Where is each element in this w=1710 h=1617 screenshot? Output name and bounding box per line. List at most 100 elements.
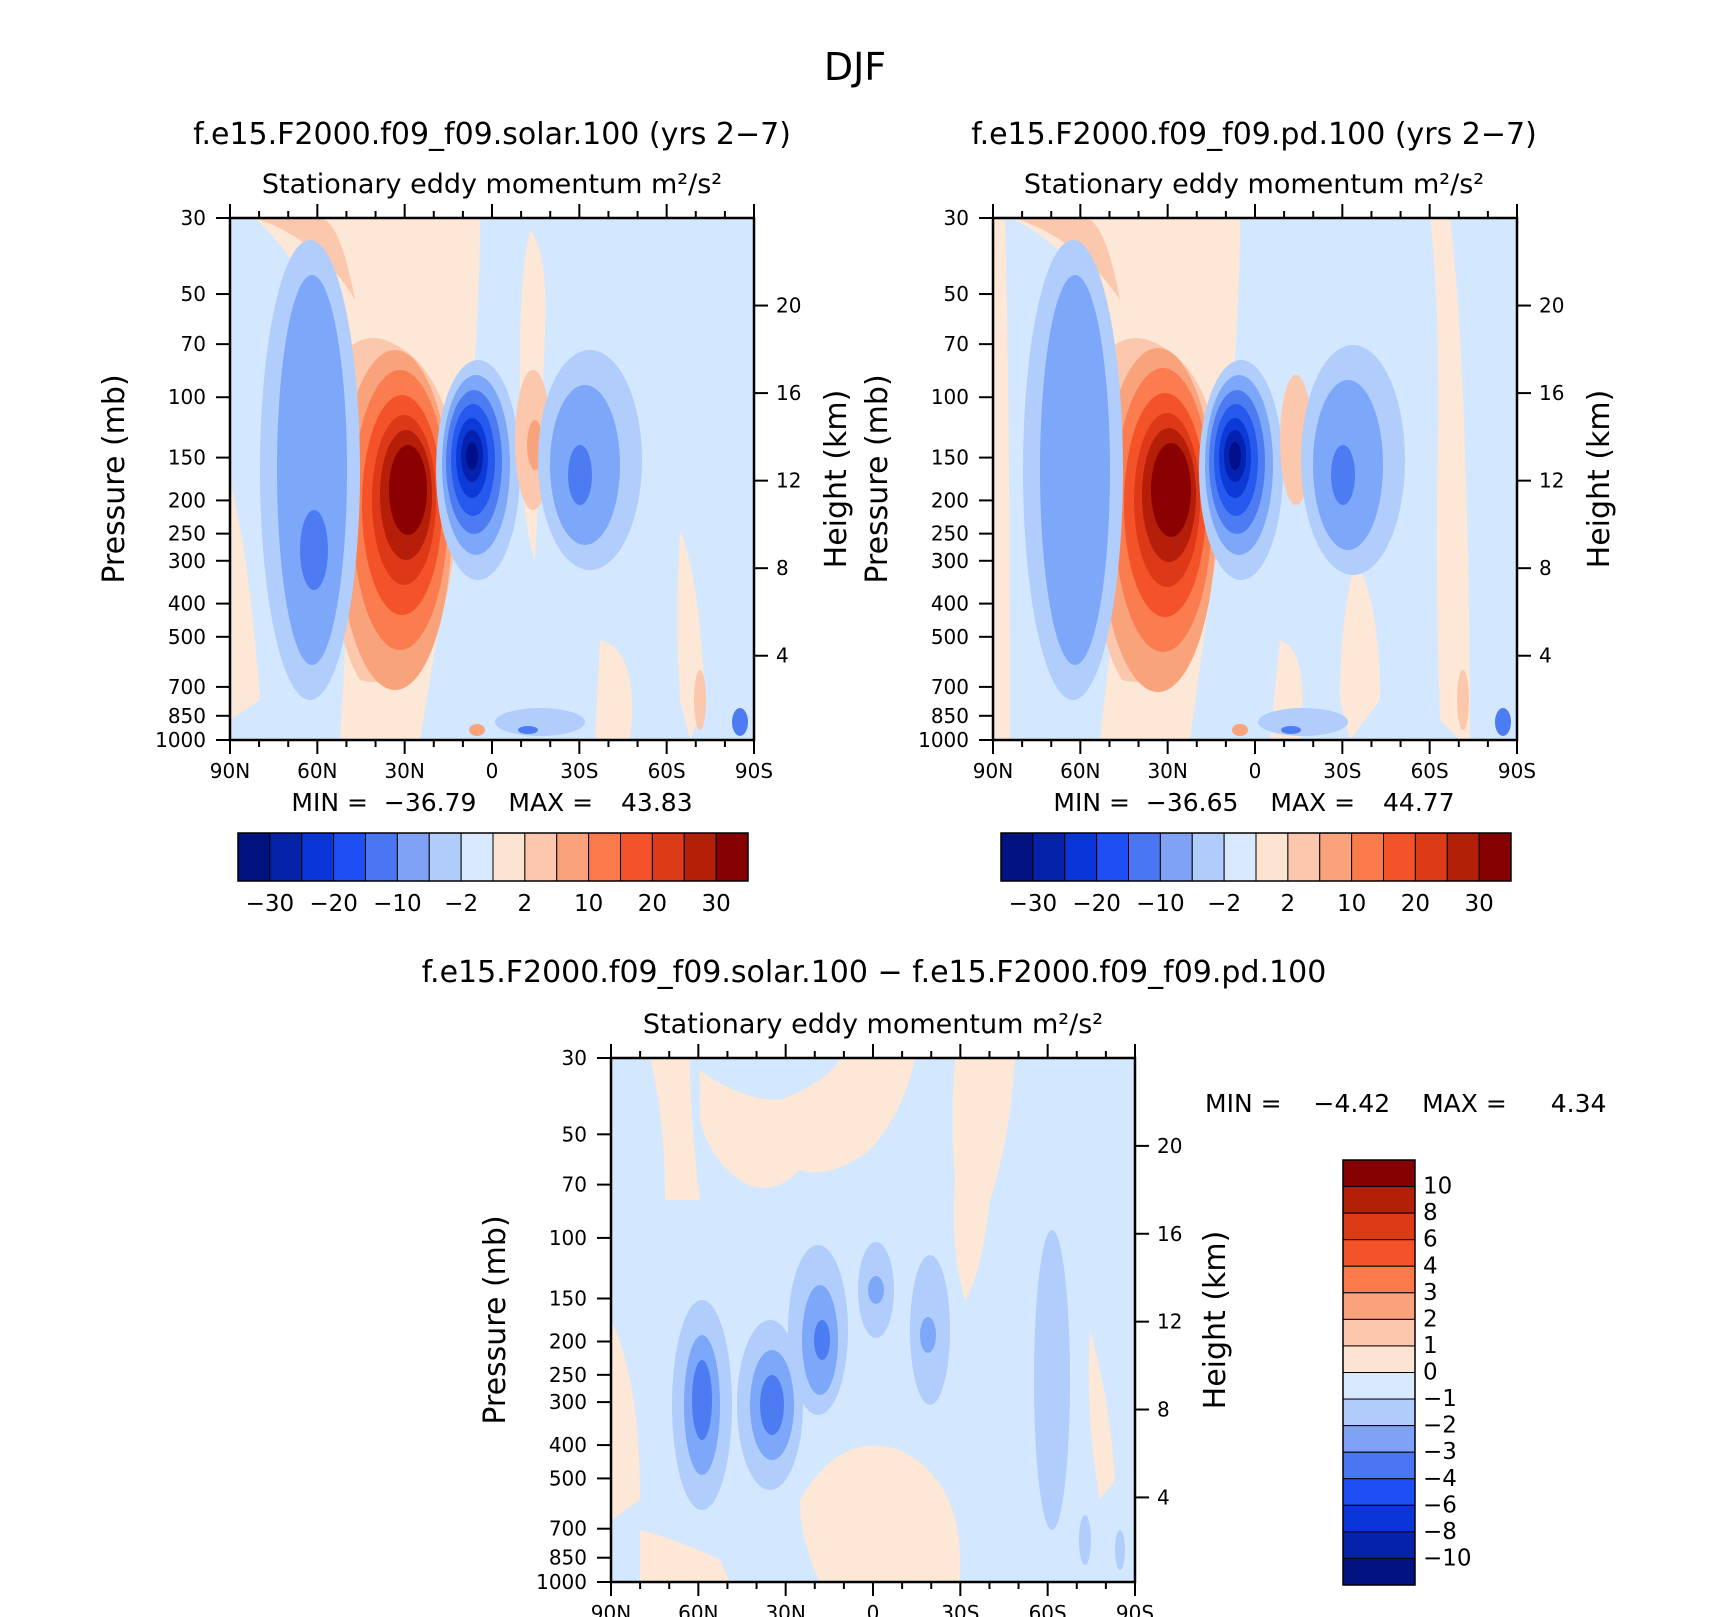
contour-positive-weak [595,640,632,740]
y-tick-label: 250 [931,522,969,546]
colorbar: −30 −20 −10 −2 2 10 20 30 [237,832,749,917]
colorbar-label: 2 [1423,1306,1438,1332]
min-label: MIN = [1205,1089,1282,1118]
colorbar-label: 30 [701,891,730,917]
y-tick-label: 100 [168,385,206,409]
contour-field [993,218,1517,740]
right-tick-label: 8 [776,556,789,580]
y-tick-label: 150 [931,446,969,470]
colorbar-label: −3 [1423,1439,1457,1465]
subtitle-units: m²/s² [1032,1009,1103,1040]
colorbar-box [396,832,430,882]
y-tick-label: 200 [931,488,969,512]
y-tick-label: 400 [168,592,206,616]
contour-negative-min [466,442,478,470]
contour-positive-weak [230,480,260,720]
colorbar-label: 20 [1401,891,1430,917]
y-tick-label: 1000 [918,728,969,752]
colorbar-box [460,832,494,882]
panel-difference: f.e15.F2000.f09_f09.solar.100 − f.e15.F2… [422,955,1607,1617]
colorbar-box [1342,1212,1416,1241]
colorbar-label: −2 [1423,1413,1457,1439]
contour-negative-15 [732,708,748,736]
colorbar-box [269,832,303,882]
x-tick-label: 60N [678,1601,718,1617]
panel-title: f.e15.F2000.f09_f09.solar.100 (yrs 2−7) [193,117,791,152]
y-tick-label: 1000 [155,728,206,752]
contour-positive-weak [640,1530,730,1582]
panel-subtitle: Stationary eddy momentum m²/s² [1024,169,1484,200]
colorbar-label: −30 [1009,891,1058,917]
y-tick-label: 250 [168,522,206,546]
x-tick-label: 90S [735,759,773,783]
min-value: −36.65 [1146,788,1239,817]
contour-positive-weak [800,1445,960,1582]
colorbar-box [428,832,462,882]
contour-positive-weak [993,218,1010,740]
x-tick-label: 60S [1411,759,1449,783]
max-value: 4.34 [1551,1089,1607,1118]
colorbar-label: −10 [1136,891,1185,917]
right-tick-label: 20 [1539,294,1564,318]
contour-negative-3 [692,1360,712,1440]
max-value: 43.83 [621,788,693,817]
right-tick-label: 12 [1539,469,1564,493]
colorbar-label: 1 [1423,1333,1438,1359]
colorbar-box [1191,832,1225,882]
colorbar-box [1342,1372,1416,1400]
right-axis-label: Height (km) [1582,390,1617,569]
colorbar-label: −2 [444,891,478,917]
y-tick-label: 30 [944,206,969,230]
contour-positive-max [1151,443,1191,537]
colorbar-label: −6 [1423,1492,1457,1518]
right-tick-label: 8 [1157,1398,1170,1422]
contour-negative-2 [495,708,585,736]
contour-positive-weak [952,1058,1015,1300]
colorbar-label: 2 [1281,891,1296,917]
y-tick-label: 500 [168,625,206,649]
contour-positive-2 [1457,670,1469,730]
y-tick-label: 1000 [536,1570,587,1594]
colorbar-box [1342,1159,1416,1188]
colorbar-box [1342,1425,1416,1453]
contour-negative-1 [1079,1515,1091,1565]
colorbar-box [301,832,335,882]
x-tick-label: 60S [1029,1601,1067,1617]
y-tick-label: 850 [549,1546,587,1570]
y-tick-label: 50 [181,282,206,306]
contour-negative-10 [1040,275,1110,665]
colorbar-box [1342,1186,1416,1214]
colorbar-box [1064,832,1098,882]
y-tick-label: 100 [549,1226,587,1250]
colorbar-box [651,832,685,882]
colorbar-box [1414,832,1448,882]
x-tick-label: 90S [1116,1601,1154,1617]
right-tick-label: 8 [1539,556,1552,580]
x-tick-label: 90N [210,759,250,783]
colorbar-label: −30 [246,891,295,917]
colorbar-box [1342,1239,1416,1267]
right-axis-label: Height (km) [1198,1231,1233,1410]
colorbar-box [1342,1345,1416,1373]
colorbar-label: 10 [574,891,603,917]
x-tick-label: 30N [765,1601,805,1617]
colorbar-label: 2 [518,891,533,917]
contour-negative-10 [277,275,347,665]
contour-positive-weak [650,1058,700,1200]
contour-positive-weak [611,1320,640,1520]
y-tick-label: 70 [562,1173,587,1197]
colorbar-box [333,832,366,882]
contour-negative-2 [920,1317,936,1353]
contour-positive-2 [1015,218,1120,300]
colorbar-box [1342,1557,1416,1586]
contour-negative-15 [1331,445,1355,505]
colorbar-label: −10 [373,891,422,917]
colorbar-label: −8 [1423,1519,1457,1545]
panel-subtitle: Stationary eddy momentum m²/s² [262,169,722,200]
colorbar: −30 −20 −10 −2 2 10 20 30 [1000,832,1512,917]
contour-positive-weak [1340,560,1380,740]
right-tick-label: 20 [776,294,801,318]
right-tick-label: 16 [1539,381,1564,405]
y-tick-label: 150 [549,1287,587,1311]
